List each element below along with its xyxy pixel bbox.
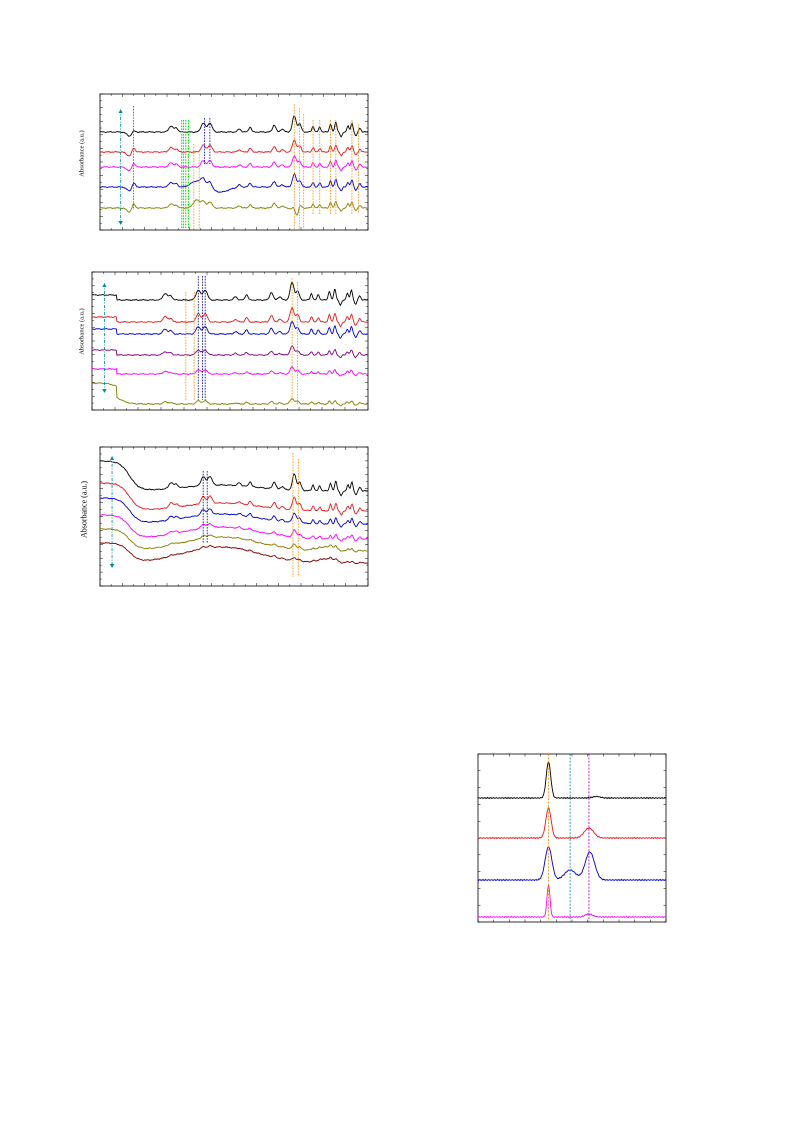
series-line <box>99 527 369 553</box>
chart-c-plot <box>99 446 369 587</box>
axis-ticks <box>99 93 369 231</box>
series-line <box>477 884 667 919</box>
series-line <box>99 542 369 565</box>
axis-ticks <box>99 446 369 587</box>
chart-panel-c: Absorbance (a.u.) <box>78 443 370 588</box>
trend-arrow-tail <box>102 283 107 287</box>
series-line <box>477 807 667 840</box>
chart-d-plot <box>477 753 667 923</box>
series-line <box>99 514 369 542</box>
chart-c-y-axis-label: Absorbance (a.u.) <box>79 480 89 539</box>
series-line <box>91 320 369 339</box>
series-line <box>99 139 369 157</box>
series-line <box>99 460 369 497</box>
trend-arrow-tail <box>118 109 123 113</box>
series-line <box>477 846 667 882</box>
series-line <box>91 307 369 328</box>
peak-markers <box>548 754 590 922</box>
series-line <box>477 761 667 800</box>
peak-markers <box>185 276 299 404</box>
trend-arrow-head <box>102 389 107 393</box>
plot-frame <box>99 446 369 587</box>
series-line <box>91 344 369 359</box>
chart-b-y-axis-label: Absorbance (a.u.) <box>78 308 86 355</box>
chart-b-plot <box>91 271 369 411</box>
chart-a-plot <box>99 93 369 231</box>
peak-markers <box>202 453 299 577</box>
series-line <box>91 382 369 407</box>
chart-panel-a: Absorbance (a.u.) <box>78 90 370 232</box>
series-line <box>99 172 369 193</box>
series-line <box>99 497 369 528</box>
series-line <box>99 482 369 516</box>
plot-frame <box>99 93 369 231</box>
series-line <box>91 366 369 377</box>
peak-markers <box>133 104 360 230</box>
chart-panel-d <box>470 752 670 924</box>
series-line <box>99 115 369 138</box>
trend-arrow-head <box>109 564 115 568</box>
series-line <box>99 199 369 216</box>
series-line <box>91 281 369 307</box>
axis-ticks <box>477 753 667 923</box>
trend-arrow-head <box>118 221 123 225</box>
plot-frame <box>91 271 369 411</box>
axis-ticks <box>91 271 369 411</box>
chart-a-y-axis-label: Absorbance (a.u.) <box>78 130 86 177</box>
series-line <box>99 155 369 172</box>
chart-panel-b: Absorbance (a.u.) <box>78 268 370 412</box>
trend-arrow-tail <box>110 456 115 460</box>
